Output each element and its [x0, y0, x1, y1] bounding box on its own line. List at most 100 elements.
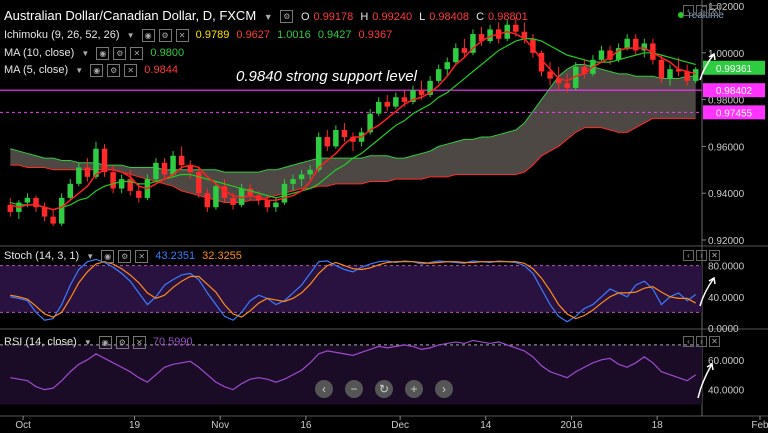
candle-body: [513, 24, 519, 32]
ma10-label[interactable]: MA (10, close): [4, 47, 75, 60]
candle-body: [238, 188, 245, 205]
price-tick-label: 1.02000: [708, 2, 745, 13]
rsi-tick-label: 60.0000: [708, 356, 745, 367]
close-icon[interactable]: ✕: [132, 336, 146, 349]
up-arrow-icon: [699, 277, 715, 307]
candle-body: [58, 197, 65, 224]
rsi-label[interactable]: RSI (14, close): [4, 336, 77, 349]
ichimoku-span-a: 0.9427: [317, 29, 352, 42]
close-icon[interactable]: ✕: [130, 47, 144, 60]
candle-body: [461, 48, 468, 53]
candle-body: [667, 69, 673, 79]
prev-icon[interactable]: ‹: [315, 380, 333, 398]
candle-body: [564, 83, 570, 88]
eye-icon[interactable]: ◉: [96, 47, 110, 60]
reset-icon[interactable]: ↻: [375, 380, 393, 398]
symbol-dropdown-icon[interactable]: ▼: [263, 12, 273, 22]
time-tick-label: 2016: [560, 420, 583, 431]
time-tick-label: Feb: [751, 420, 768, 431]
stoch-tick-label: 40.0000: [708, 293, 745, 304]
candle-body: [247, 188, 253, 196]
rsi-tick-label: 40.0000: [708, 386, 745, 397]
candle-body: [178, 155, 185, 166]
eye-icon[interactable]: ◉: [90, 64, 104, 77]
price-tick-label: 0.92000: [708, 236, 745, 247]
rsi-pane[interactable]: 60.0000 40.0000: [0, 339, 745, 405]
eye-icon[interactable]: ◉: [98, 336, 112, 349]
settings-icon[interactable]: ⚙: [118, 250, 132, 263]
candle-body: [161, 162, 168, 175]
price-tick-label: 1.00000: [708, 49, 745, 60]
ichimoku-label[interactable]: Ichimoku (9, 26, 52, 26): [4, 29, 120, 42]
ichimoku-conversion: 0.9789: [195, 29, 230, 42]
high-value: 0.99240: [372, 11, 413, 23]
stoch-pane-controls[interactable]: ‹ › ✕: [681, 250, 720, 261]
price-tick-label: 0.96000: [708, 142, 745, 153]
chevron-down-icon[interactable]: ▼: [83, 338, 92, 348]
ma5-value: 0.9844: [144, 64, 178, 77]
ichimoku-base: 0.9627: [236, 29, 271, 42]
candle-body: [401, 97, 408, 102]
stoch-k-line: [10, 258, 697, 323]
zoom-out-icon[interactable]: −: [345, 380, 363, 398]
zoom-in-icon[interactable]: +: [405, 380, 423, 398]
chevron-down-icon[interactable]: ▼: [126, 31, 135, 41]
stochastic-pane[interactable]: 80.0000 40.0000 0.0000: [0, 258, 745, 335]
candle-body: [658, 59, 665, 79]
stoch-label[interactable]: Stoch (14, 3, 1): [4, 250, 80, 263]
settings-icon[interactable]: ⚙: [115, 336, 129, 349]
chart-header: Australian Dollar/Canadian Dollar, D, FX…: [4, 8, 536, 24]
candle-body: [315, 137, 322, 170]
close-value: 0.98801: [488, 11, 528, 23]
open-label: O: [300, 11, 310, 23]
time-tick-label: 19: [129, 420, 141, 431]
candle-body: [607, 50, 613, 60]
candle-body: [341, 130, 348, 138]
candle-body: [444, 62, 450, 70]
candle-body: [675, 69, 682, 72]
chevron-down-icon[interactable]: ▼: [86, 252, 95, 262]
candle-body: [393, 97, 399, 107]
price-pane[interactable]: 1.02000 1.00000 0.98000 0.96000 0.94000 0.920…: [0, 2, 765, 247]
time-tick-label: Oct: [15, 420, 31, 431]
price-pane-controls[interactable]: ‹ › ✕: [681, 5, 720, 16]
stoch-d-value: 32.3255: [202, 250, 242, 263]
settings-icon[interactable]: ⚙: [113, 47, 127, 60]
chevron-down-icon[interactable]: ▼: [75, 66, 84, 76]
close-icon[interactable]: ✕: [124, 64, 138, 77]
candle-body: [375, 101, 382, 114]
candle-body: [684, 71, 690, 81]
candle-body: [427, 80, 433, 95]
price-tick-label: 0.94000: [708, 189, 745, 200]
eye-icon[interactable]: ◉: [101, 250, 115, 263]
settings-icon[interactable]: ⚙: [280, 10, 294, 24]
settings-icon[interactable]: ⚙: [158, 29, 172, 42]
eye-icon[interactable]: ◉: [141, 29, 155, 42]
open-value: 0.99178: [313, 11, 354, 23]
ohlc-values: O 0.99178 H 0.99240 L 0.98408 C 0.98801: [301, 11, 532, 23]
settings-icon[interactable]: ⚙: [107, 64, 121, 77]
candle-body: [118, 179, 125, 189]
candle-body: [598, 50, 605, 60]
close-icon[interactable]: ✕: [175, 29, 189, 42]
price-tick-label: 0.98000: [708, 96, 745, 107]
chevron-down-icon[interactable]: ▼: [81, 49, 90, 59]
candle-body: [7, 204, 14, 212]
ichimoku-span-b: 0.9367: [358, 29, 393, 42]
next-icon[interactable]: ›: [435, 380, 453, 398]
candle-body: [350, 137, 356, 142]
close-icon[interactable]: ✕: [135, 250, 149, 263]
ma5-label[interactable]: MA (5, close): [4, 64, 69, 77]
ma5-line: [10, 30, 696, 211]
candle-body: [50, 216, 56, 224]
time-axis: Oct 19 Nov 16 Dec 14 2016 18 Feb: [15, 416, 768, 431]
rsi-pane-controls[interactable]: ‹ › ✕: [681, 336, 720, 347]
candle-body: [521, 31, 528, 39]
candle-body: [110, 172, 116, 189]
stoch-band: [0, 265, 702, 313]
symbol-title[interactable]: Australian Dollar/Canadian Dollar, D, FX…: [4, 8, 257, 23]
candle-body: [410, 90, 416, 102]
ichimoku-cloud: [10, 64, 696, 203]
price-tag-label: 0.98402: [716, 86, 753, 97]
